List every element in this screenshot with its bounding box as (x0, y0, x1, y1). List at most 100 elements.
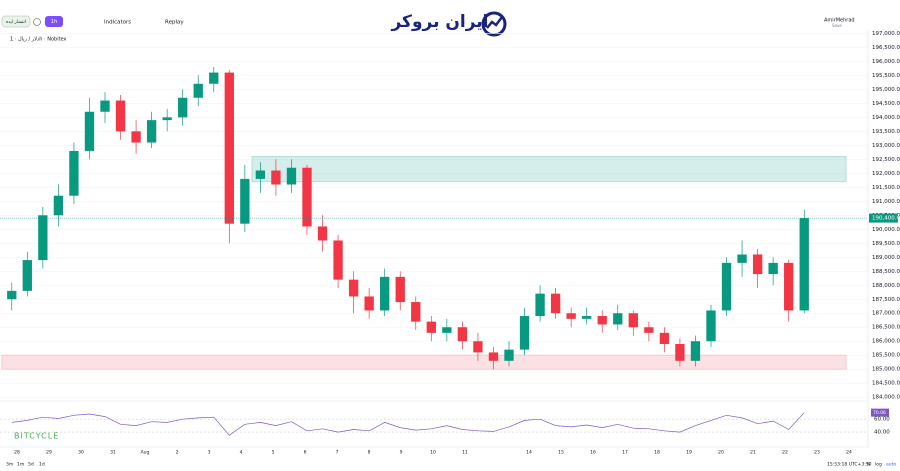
candle-body (799, 218, 809, 311)
publish-label[interactable]: انتشار ایده (6, 20, 26, 25)
x-tick-label: 19 (686, 450, 692, 456)
zone (1, 354, 847, 370)
save-label[interactable]: Save (832, 23, 842, 28)
candle-body (457, 327, 468, 342)
candle-body (53, 195, 64, 216)
candle-body (69, 150, 79, 196)
y-tick-label: 196,000.00 (872, 59, 900, 65)
x-tick-label: 15 (558, 450, 564, 456)
x-tick-label: 31 (110, 450, 116, 456)
candle-body (7, 290, 17, 300)
x-tick-label: 28 (14, 450, 20, 456)
candle-body (38, 215, 48, 261)
last-price-badge (869, 213, 898, 223)
y-tick-label: 196,500.00 (872, 45, 900, 51)
percent-toggle[interactable]: % (866, 462, 871, 468)
y-tick-label: 194,500.00 (872, 101, 900, 107)
auto-toggle[interactable]: auto (886, 462, 896, 468)
range-button[interactable]: 5d (28, 462, 34, 468)
candle-body (706, 310, 716, 342)
candle-body (737, 254, 747, 263)
candle-body (426, 321, 436, 333)
candle-body (286, 167, 297, 185)
y-tick-label: 185,000.00 (872, 367, 900, 373)
candle-body (209, 72, 219, 84)
log-toggle[interactable]: log (875, 462, 882, 468)
add-symbol[interactable] (33, 18, 41, 26)
candle-body (240, 178, 250, 224)
user-name[interactable]: AmirMehrad (824, 18, 855, 24)
candle-body (178, 97, 188, 118)
y-tick-label: 186,500.00 (872, 325, 900, 331)
candle-body (162, 117, 172, 121)
y-tick-label: 184,500.00 (872, 381, 900, 387)
x-tick-label: Aug (141, 450, 150, 456)
publish-button[interactable] (1, 15, 31, 28)
y-tick-label: 194,000.00 (872, 115, 900, 121)
candle-body (380, 276, 390, 311)
x-tick-label: 2 (176, 450, 179, 456)
candle-body (550, 293, 561, 314)
symbol-title: دلار / ریال · 1h · Nobitex (10, 37, 67, 43)
x-tick-label: 17 (622, 450, 628, 456)
y-tick-label: 189,500.00 (872, 241, 900, 247)
y-tick-label: 191,000.00 (872, 199, 900, 205)
candle-body (644, 327, 654, 333)
candle-body (193, 83, 203, 98)
x-tick-label: 29 (46, 450, 52, 456)
candle-body (348, 279, 359, 297)
rsi-last-label: 70.06 (873, 410, 886, 416)
candle-body (84, 111, 95, 151)
x-tick-label: 16 (590, 450, 596, 456)
candle-body (597, 316, 607, 325)
y-tick-label: 197,000.00 (872, 31, 900, 37)
candle-body (271, 170, 281, 185)
candle-body (752, 254, 763, 275)
range-button[interactable]: 1d (39, 462, 45, 468)
y-tick-label: 189,000.00 (872, 255, 900, 261)
x-tick-label: 20 (718, 450, 724, 456)
logo-arrow (486, 16, 503, 29)
interval-button[interactable] (45, 16, 63, 27)
candle-body (675, 344, 685, 361)
candle-body (768, 262, 778, 275)
x-tick-label: 7 (336, 450, 339, 456)
rsi-badge (871, 408, 889, 417)
x-tick-label: 21 (750, 450, 756, 456)
clock: 15:53:18 UTC+3:30 (827, 462, 872, 468)
candle-body (582, 316, 592, 319)
y-tick-label: 185,500.00 (872, 353, 900, 359)
replay-button[interactable]: Replay (165, 20, 184, 26)
y-tick-label: 188,000.00 (872, 283, 900, 289)
y-tick-label: 195,500.00 (872, 73, 900, 79)
logo-icon (481, 11, 507, 37)
candle-body (364, 296, 374, 311)
candle-body (535, 293, 545, 317)
y-tick-label: 192,000.00 (872, 171, 900, 177)
y-tick-label: 188,500.00 (872, 269, 900, 275)
candle-body (224, 72, 234, 224)
candle-body (690, 341, 701, 361)
range-button[interactable]: 3m (6, 462, 13, 468)
x-tick-label: 5 (272, 450, 275, 456)
candle-body (504, 349, 514, 361)
rsi-tick-label: 40.00 (874, 430, 890, 436)
x-tick-label: 11 (462, 450, 468, 456)
y-tick-label: 187,500.00 (872, 297, 900, 303)
candle-body (721, 262, 732, 311)
y-tick-label: 190,000.00 (872, 227, 900, 233)
candle-body (146, 120, 157, 143)
chart-layer: 184,000.00 184,500.00 185,000.00 185,500.00… (0, 31, 900, 468)
watermark: BITCYCLE (14, 432, 59, 441)
candle-body (100, 100, 110, 112)
candle-body (131, 131, 141, 143)
range-button[interactable]: 1m (17, 462, 24, 468)
y-tick-label: 191,500.00 (872, 185, 900, 191)
candle-body (333, 240, 343, 280)
indicators-button[interactable]: Indicators (104, 20, 131, 26)
last-price-label: 190,400.00 (872, 216, 900, 222)
y-tick-label: 195,000.00 (872, 87, 900, 93)
interval-label[interactable]: 1h (51, 19, 58, 25)
